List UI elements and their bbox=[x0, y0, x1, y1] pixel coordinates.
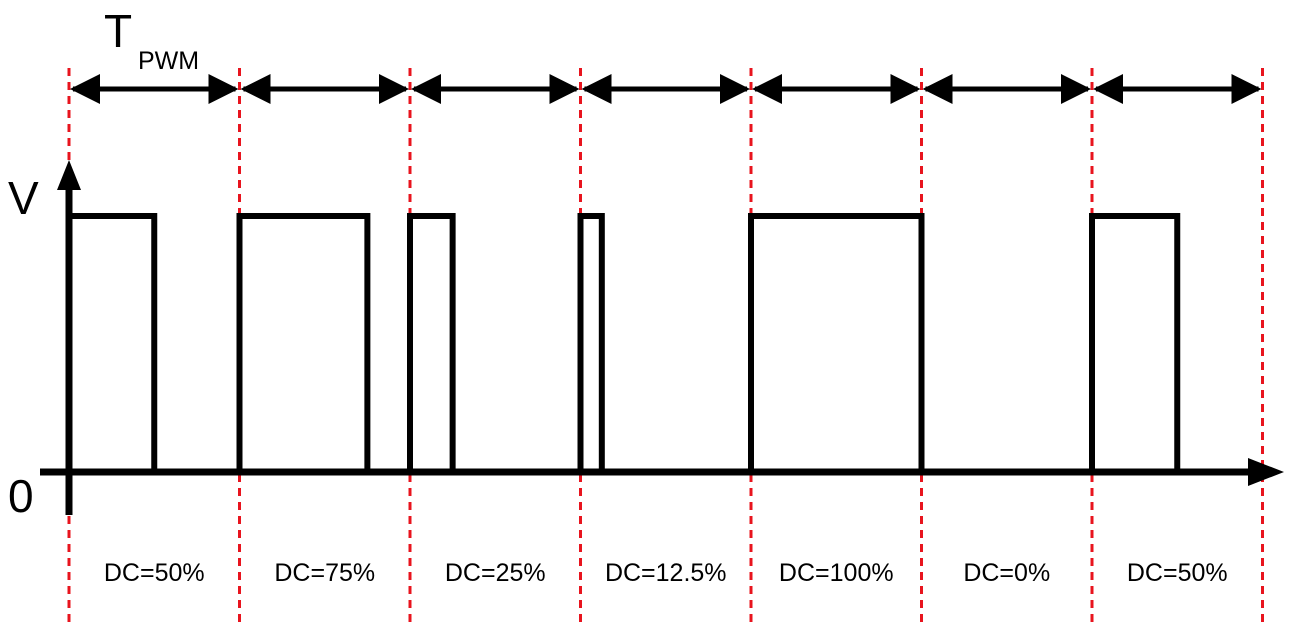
duty-cycle-label: DC=50% bbox=[1127, 559, 1228, 587]
time-axis-arrowhead-icon bbox=[1248, 458, 1284, 486]
period-boundaries bbox=[67, 68, 1264, 625]
pwm-waveform bbox=[69, 213, 1263, 475]
duty-cycle-label: DC=12.5% bbox=[605, 559, 727, 587]
voltage-high-label: V bbox=[8, 172, 39, 224]
duty-cycle-label: DC=75% bbox=[274, 559, 375, 587]
duty-cycle-label: DC=0% bbox=[963, 559, 1050, 587]
duty-cycle-label: DC=50% bbox=[104, 559, 205, 587]
duty-cycle-label: DC=100% bbox=[779, 559, 894, 587]
duty-cycle-label: DC=25% bbox=[445, 559, 546, 587]
period-label: T bbox=[104, 5, 132, 57]
period-label-subscript: PWM bbox=[138, 47, 199, 75]
voltage-zero-label: 0 bbox=[8, 470, 34, 522]
pwm-signal bbox=[69, 213, 1263, 475]
duty-cycle-labels: DC=50% DC=75% DC=25% DC=12.5% DC=100% DC=0% DC… bbox=[104, 559, 1228, 587]
voltage-axis-arrowhead-icon bbox=[57, 160, 81, 190]
